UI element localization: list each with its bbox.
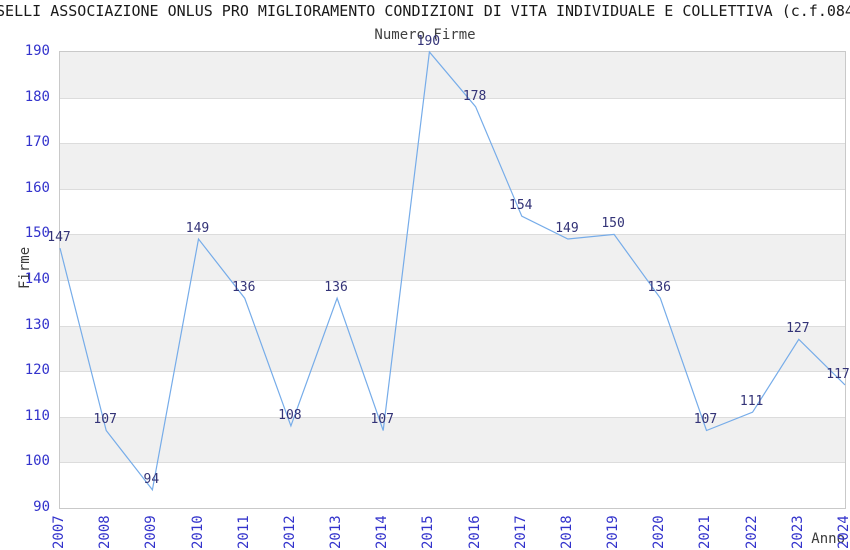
gridline [60,280,845,281]
x-tick-label: 2018 [558,515,575,549]
x-tick-label: 2023 [789,515,806,549]
plot-band [60,325,845,372]
plot-band [60,52,845,98]
y-tick-label: 170 [24,134,50,151]
y-tick-label: 100 [24,453,50,470]
y-tick-label: 150 [24,225,50,242]
x-tick-label: 2010 [189,515,206,549]
plot-area [59,50,846,509]
chart-title: SELLI ASSOCIAZIONE ONLUS PRO MIGLIORAMEN… [0,2,850,20]
x-tick-label: 2020 [651,515,668,549]
plot-band [60,97,845,144]
gridline [60,188,845,190]
x-tick-label: 2024 [836,515,850,549]
line-series-svg [59,50,846,492]
plot-band [60,371,845,417]
plot-band [60,462,845,508]
x-tick-label: 2015 [420,515,437,549]
x-tick-label: 2013 [328,515,345,549]
x-tick-label: 2019 [605,515,622,549]
gridline [60,234,845,236]
y-tick-label: 90 [33,499,50,515]
x-tick-label: 2014 [374,515,391,549]
y-tick-label: 120 [24,362,50,379]
x-tick-label: 2008 [97,515,114,549]
x-tick-label: 2011 [235,515,252,549]
x-tick-label: 2022 [743,515,760,549]
chart-subtitle: Numero Firme [374,27,476,43]
x-tick-label: 2012 [281,515,298,549]
x-axis-title: Anno [811,531,845,547]
gridline [60,325,845,327]
plot-band [60,143,845,189]
x-tick-label: 2021 [697,515,714,549]
plot-band [60,234,845,280]
gridline [60,462,845,464]
y-tick-label: 140 [24,271,50,287]
plot-band [60,280,845,326]
data-line [59,50,846,492]
x-tick-label: 2017 [512,515,529,549]
plot-band [60,416,845,463]
gridline [60,97,845,99]
gridline [60,416,845,418]
gridline [60,371,845,373]
x-tick-label: 2009 [143,515,160,549]
y-tick-label: 190 [24,43,50,59]
x-tick-label: 2016 [466,515,483,549]
x-tick-label: 2007 [51,515,67,549]
y-tick-label: 110 [24,407,50,424]
y-tick-label: 180 [24,88,50,105]
gridline [60,143,845,145]
y-tick-label: 130 [24,316,50,333]
y-tick-label: 160 [24,179,50,196]
plot-band [60,188,845,235]
